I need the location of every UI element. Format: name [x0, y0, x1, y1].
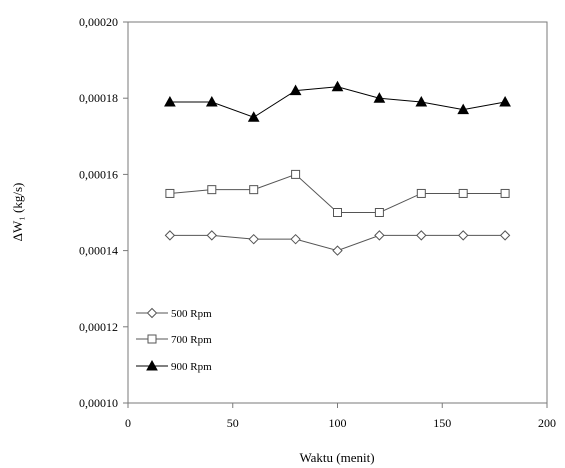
series-line: [169, 86, 506, 118]
series-0: [164, 230, 511, 256]
data-point: [416, 230, 427, 241]
data-point: [457, 230, 469, 241]
series-layer: [164, 80, 511, 256]
y-tick-label: 0,00018: [79, 91, 118, 105]
x-tick-label: 100: [329, 416, 347, 430]
data-point: [290, 233, 301, 245]
data-point: [458, 188, 468, 198]
series-1: [165, 169, 510, 217]
data-point: [248, 233, 259, 245]
data-point: [373, 92, 386, 103]
x-tick-label: 50: [227, 416, 239, 430]
data-point: [374, 230, 385, 241]
data-point: [331, 80, 344, 92]
y-axis: 0,00010 0,00012 0,00014 0,00016 0,00018 0,000…: [79, 15, 128, 410]
x-axis-title: Waktu (menit): [299, 450, 374, 465]
data-point: [415, 95, 428, 107]
data-point: [499, 95, 511, 107]
x-axis: 0 50 100 150 200: [125, 403, 556, 430]
data-point: [291, 169, 301, 179]
legend-label: 900 Rpm: [171, 361, 212, 373]
legend-item: 700 Rpm: [136, 334, 212, 346]
series-line: [169, 173, 506, 213]
y-tick-label: 0,00010: [79, 396, 118, 410]
y-tick-label: 0,00020: [79, 15, 118, 29]
data-point: [205, 95, 218, 107]
data-point: [457, 103, 470, 115]
data-point: [165, 188, 175, 198]
y-axis-title: ΔW₁ (kg/s): [10, 183, 25, 242]
data-point: [249, 185, 259, 195]
series-2: [164, 80, 511, 122]
legend-marker: [147, 334, 157, 344]
legend-marker: [146, 307, 158, 319]
data-point: [164, 95, 176, 107]
legend-label: 700 Rpm: [171, 334, 212, 346]
legend-item: 500 Rpm: [136, 307, 212, 320]
legend-label: 500 Rpm: [171, 308, 212, 320]
legend: 500 Rpm 700 Rpm 900 Rpm: [136, 307, 212, 373]
data-point: [374, 208, 384, 217]
data-point: [206, 230, 218, 241]
legend-marker: [146, 359, 158, 371]
data-point: [499, 230, 511, 241]
data-point: [207, 185, 217, 195]
data-point: [332, 245, 343, 256]
x-tick-label: 150: [433, 416, 451, 430]
x-tick-label: 200: [538, 416, 556, 430]
y-tick-label: 0,00012: [79, 320, 118, 334]
legend-item: 900 Rpm: [136, 359, 212, 373]
data-point: [164, 230, 176, 241]
y-tick-label: 0,00016: [79, 167, 118, 181]
data-point: [416, 188, 426, 198]
data-point: [500, 188, 510, 198]
data-point: [333, 208, 342, 217]
data-point: [247, 111, 260, 122]
x-tick-label: 0: [125, 416, 131, 430]
y-tick-label: 0,00014: [79, 244, 118, 258]
data-point: [289, 84, 302, 96]
